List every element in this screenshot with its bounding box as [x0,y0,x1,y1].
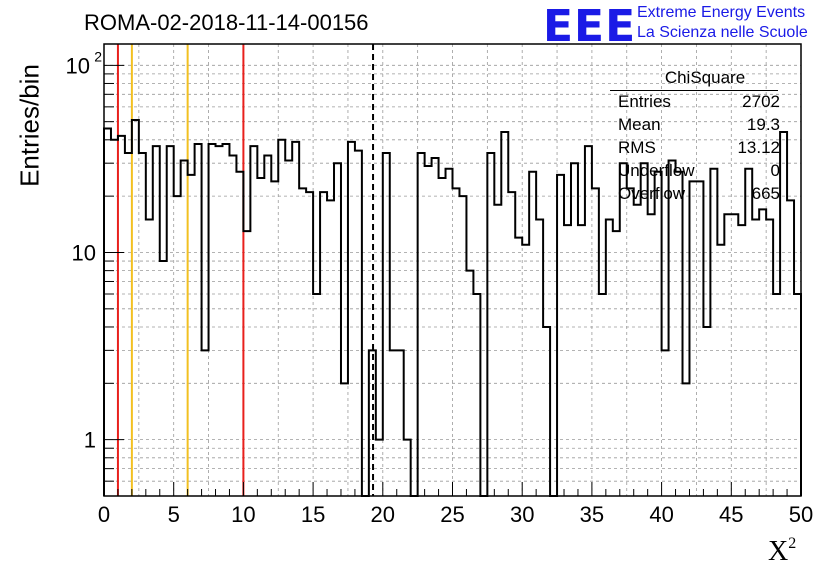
x-tick-label: 25 [440,502,464,527]
x-tick-label: 5 [168,502,180,527]
x-tick-label: 30 [510,502,534,527]
stats-label: Underflow [618,161,695,180]
stats-label: Mean [618,115,661,134]
logo-line-2: La Scienza nelle Scuole [637,24,808,41]
eee-logo: EEE [543,1,637,52]
stats-label: Overflow [618,184,686,203]
stats-row-overflow: Overflow 665 [610,184,780,207]
x-tick-label: 0 [98,502,110,527]
x-tick-label: 50 [789,502,813,527]
x-tick-labels: 0 5 10 15 20 25 30 35 40 45 50 [98,502,813,527]
stats-label: Entries [618,92,671,111]
x-axis-label: X2 [768,534,797,568]
x-tick-label: 45 [719,502,743,527]
stats-row-mean: Mean 19.3 [610,115,780,138]
x-tick-label: 20 [371,502,395,527]
y-tick-label: 10 [66,53,90,78]
x-tick-label: 10 [231,502,255,527]
y-axis-label: Entries/bin [14,64,45,187]
stats-value: 19.3 [746,115,780,134]
y-tick-label-sup: 2 [94,48,102,64]
stats-value: 0 [770,161,780,180]
stats-value: 13.12 [737,138,780,157]
stats-row-entries: Entries 2702 [610,92,780,115]
logo-line-1: Extreme Energy Events [637,4,806,21]
stats-row-underflow: Underflow 0 [610,161,780,184]
x-axis-label-sup: 2 [788,534,797,552]
stats-value: 2702 [742,92,780,111]
stats-title: ChiSquare [664,68,746,87]
histogram-outline [103,119,802,497]
reference-lines [116,44,375,496]
x-axis-label-text: X [768,536,789,567]
stats-divider [610,90,778,91]
axis-ticks [103,64,802,496]
y-tick-label: 10 [72,240,96,265]
x-tick-label: 15 [301,502,325,527]
grid-lines [103,44,802,496]
x-tick-label: 40 [649,502,673,527]
stats-value: 665 [751,184,780,203]
page-title: ROMA-02-2018-11-14-00156 [84,10,369,35]
histogram-bars [103,119,802,497]
y-tick-label: 1 [84,428,96,453]
x-tick-label: 35 [580,502,604,527]
stats-row-rms: RMS 13.12 [610,138,780,161]
stats-label: RMS [618,138,656,157]
stats-box: ChiSquare Entries 2702 Mean 19.3 RMS 13.12 … [610,68,780,207]
